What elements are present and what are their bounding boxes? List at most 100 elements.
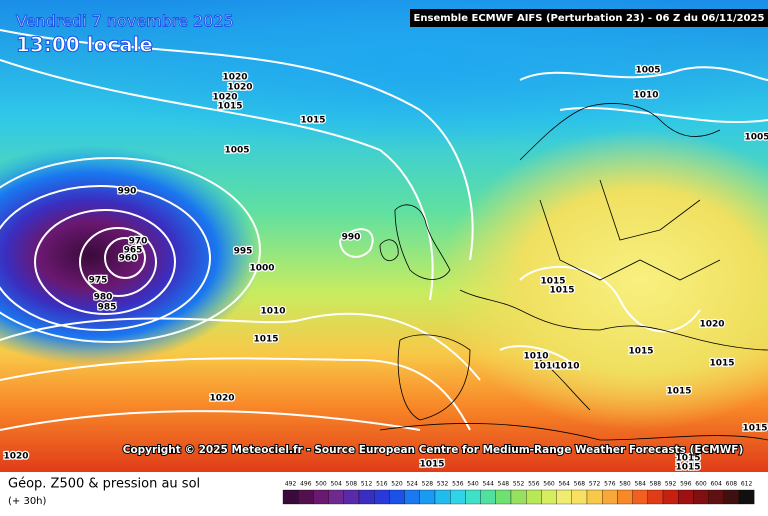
isobar-label: 1015 [675,463,700,473]
field-shade [60,0,768,150]
legend-swatch [602,489,618,505]
legend-swatch [510,489,527,505]
legend-swatch [480,489,496,505]
legend-swatch [358,489,375,505]
isobar-label: 1015 [217,102,242,112]
isobar-label: 1015 [742,424,767,434]
isobar-label: 990 [118,187,137,197]
isobar-label: 970 [129,237,148,247]
legend-swatch [343,489,360,505]
isobar-label: 1010 [533,362,558,372]
legend-label: 572 [589,481,601,488]
isobar-label: 1020 [212,93,237,103]
legend-swatch [298,489,314,505]
isobar-label: 1015 [253,335,278,345]
isobar-label: 975 [89,276,108,286]
legend-swatch [723,489,740,505]
legend-label: 604 [710,481,722,488]
isobar-label: 1010 [523,352,548,362]
legend-swatch [526,489,542,505]
isobar-label: 1015 [300,116,325,126]
legend-swatch [571,489,588,505]
legend-swatch [313,489,329,505]
legend-swatch [465,489,481,505]
legend-swatch [404,489,420,505]
legend-label: 512 [361,481,373,488]
legend-label: 608 [726,481,738,488]
legend-label: 544 [482,481,494,488]
isobar-label: 1005 [744,133,768,143]
legend-swatch [389,489,405,505]
isobar-label: 1020 [227,83,252,93]
legend-label: 588 [650,481,662,488]
isobar-label: 980 [94,293,113,303]
legend-swatch [450,489,466,505]
isobar-label: 1015 [675,454,700,464]
legend-label: 576 [604,481,616,488]
legend-label: 612 [741,481,753,488]
legend-label: 552 [513,481,525,488]
isobar-label: 1015 [628,347,653,357]
legend-swatch [617,489,633,505]
isobar-label: 1000 [249,264,274,274]
legend-label: 560 [543,481,555,488]
legend-label: 516 [376,481,388,488]
legend-swatch [647,489,664,505]
isobar-label: 985 [98,303,117,313]
legend-swatch [678,489,694,505]
isobar-label: 1010 [260,307,285,317]
legend-swatch [708,489,724,505]
coastlines [379,103,768,441]
legend-label: 556 [528,481,540,488]
forecast-lead: (+ 30h) [8,496,47,507]
model-info: Ensemble ECMWF AIFS (Perturbation 23) - … [414,13,765,24]
legend-swatch [328,489,344,505]
legend-label: 564 [558,481,570,488]
legend-label: 536 [452,481,464,488]
legend-label: 492 [285,481,297,488]
isobar-label: 1020 [699,320,724,330]
legend-swatch [556,489,572,505]
legend-label: 600 [695,481,707,488]
forecast-date: Vendredi 7 novembre 2025 [16,12,234,31]
legend-label: 548 [498,481,510,488]
legend-swatch [419,489,436,505]
legend-label: 500 [315,481,327,488]
legend-label: 540 [467,481,479,488]
isobar-label: 1010 [633,91,658,101]
isobars [0,29,768,431]
isobar-label: 1010 [554,362,579,372]
legend-label: 496 [300,481,312,488]
isobar-label: 1015 [419,460,444,470]
legend-label: 532 [437,481,449,488]
isobar-label: 965 [124,246,143,256]
isobar-label: 1015 [666,387,691,397]
isobar-label: 1020 [209,394,234,404]
copyright: Copyright © 2025 Meteociel.fr - Source E… [123,444,744,456]
legend-label: 592 [665,481,677,488]
legend-label: 596 [680,481,692,488]
legend-label: 520 [391,481,403,488]
local-time: 13:00 locale [16,33,153,57]
legend-swatch [693,489,709,505]
legend-label: 580 [619,481,631,488]
legend-label: 568 [574,481,586,488]
isobar-label: 995 [234,247,253,257]
isobar-label: 1020 [222,73,247,83]
legend-label: 504 [330,481,342,488]
isobar-label: 1020 [3,452,28,462]
isobar-label: 1015 [549,286,574,296]
legend-swatch [282,489,299,505]
legend-swatch [738,489,755,505]
isobar-label: 990 [342,233,361,243]
legend-swatch [632,489,648,505]
isobar-label: 1005 [635,66,660,76]
legend-label: 584 [634,481,646,488]
isobar-label: 960 [119,254,138,264]
isobar-label: 1015 [709,359,734,369]
header-box [410,9,768,27]
legend-swatch [586,489,603,505]
field-shade [0,145,260,365]
legend-swatch [495,489,512,505]
